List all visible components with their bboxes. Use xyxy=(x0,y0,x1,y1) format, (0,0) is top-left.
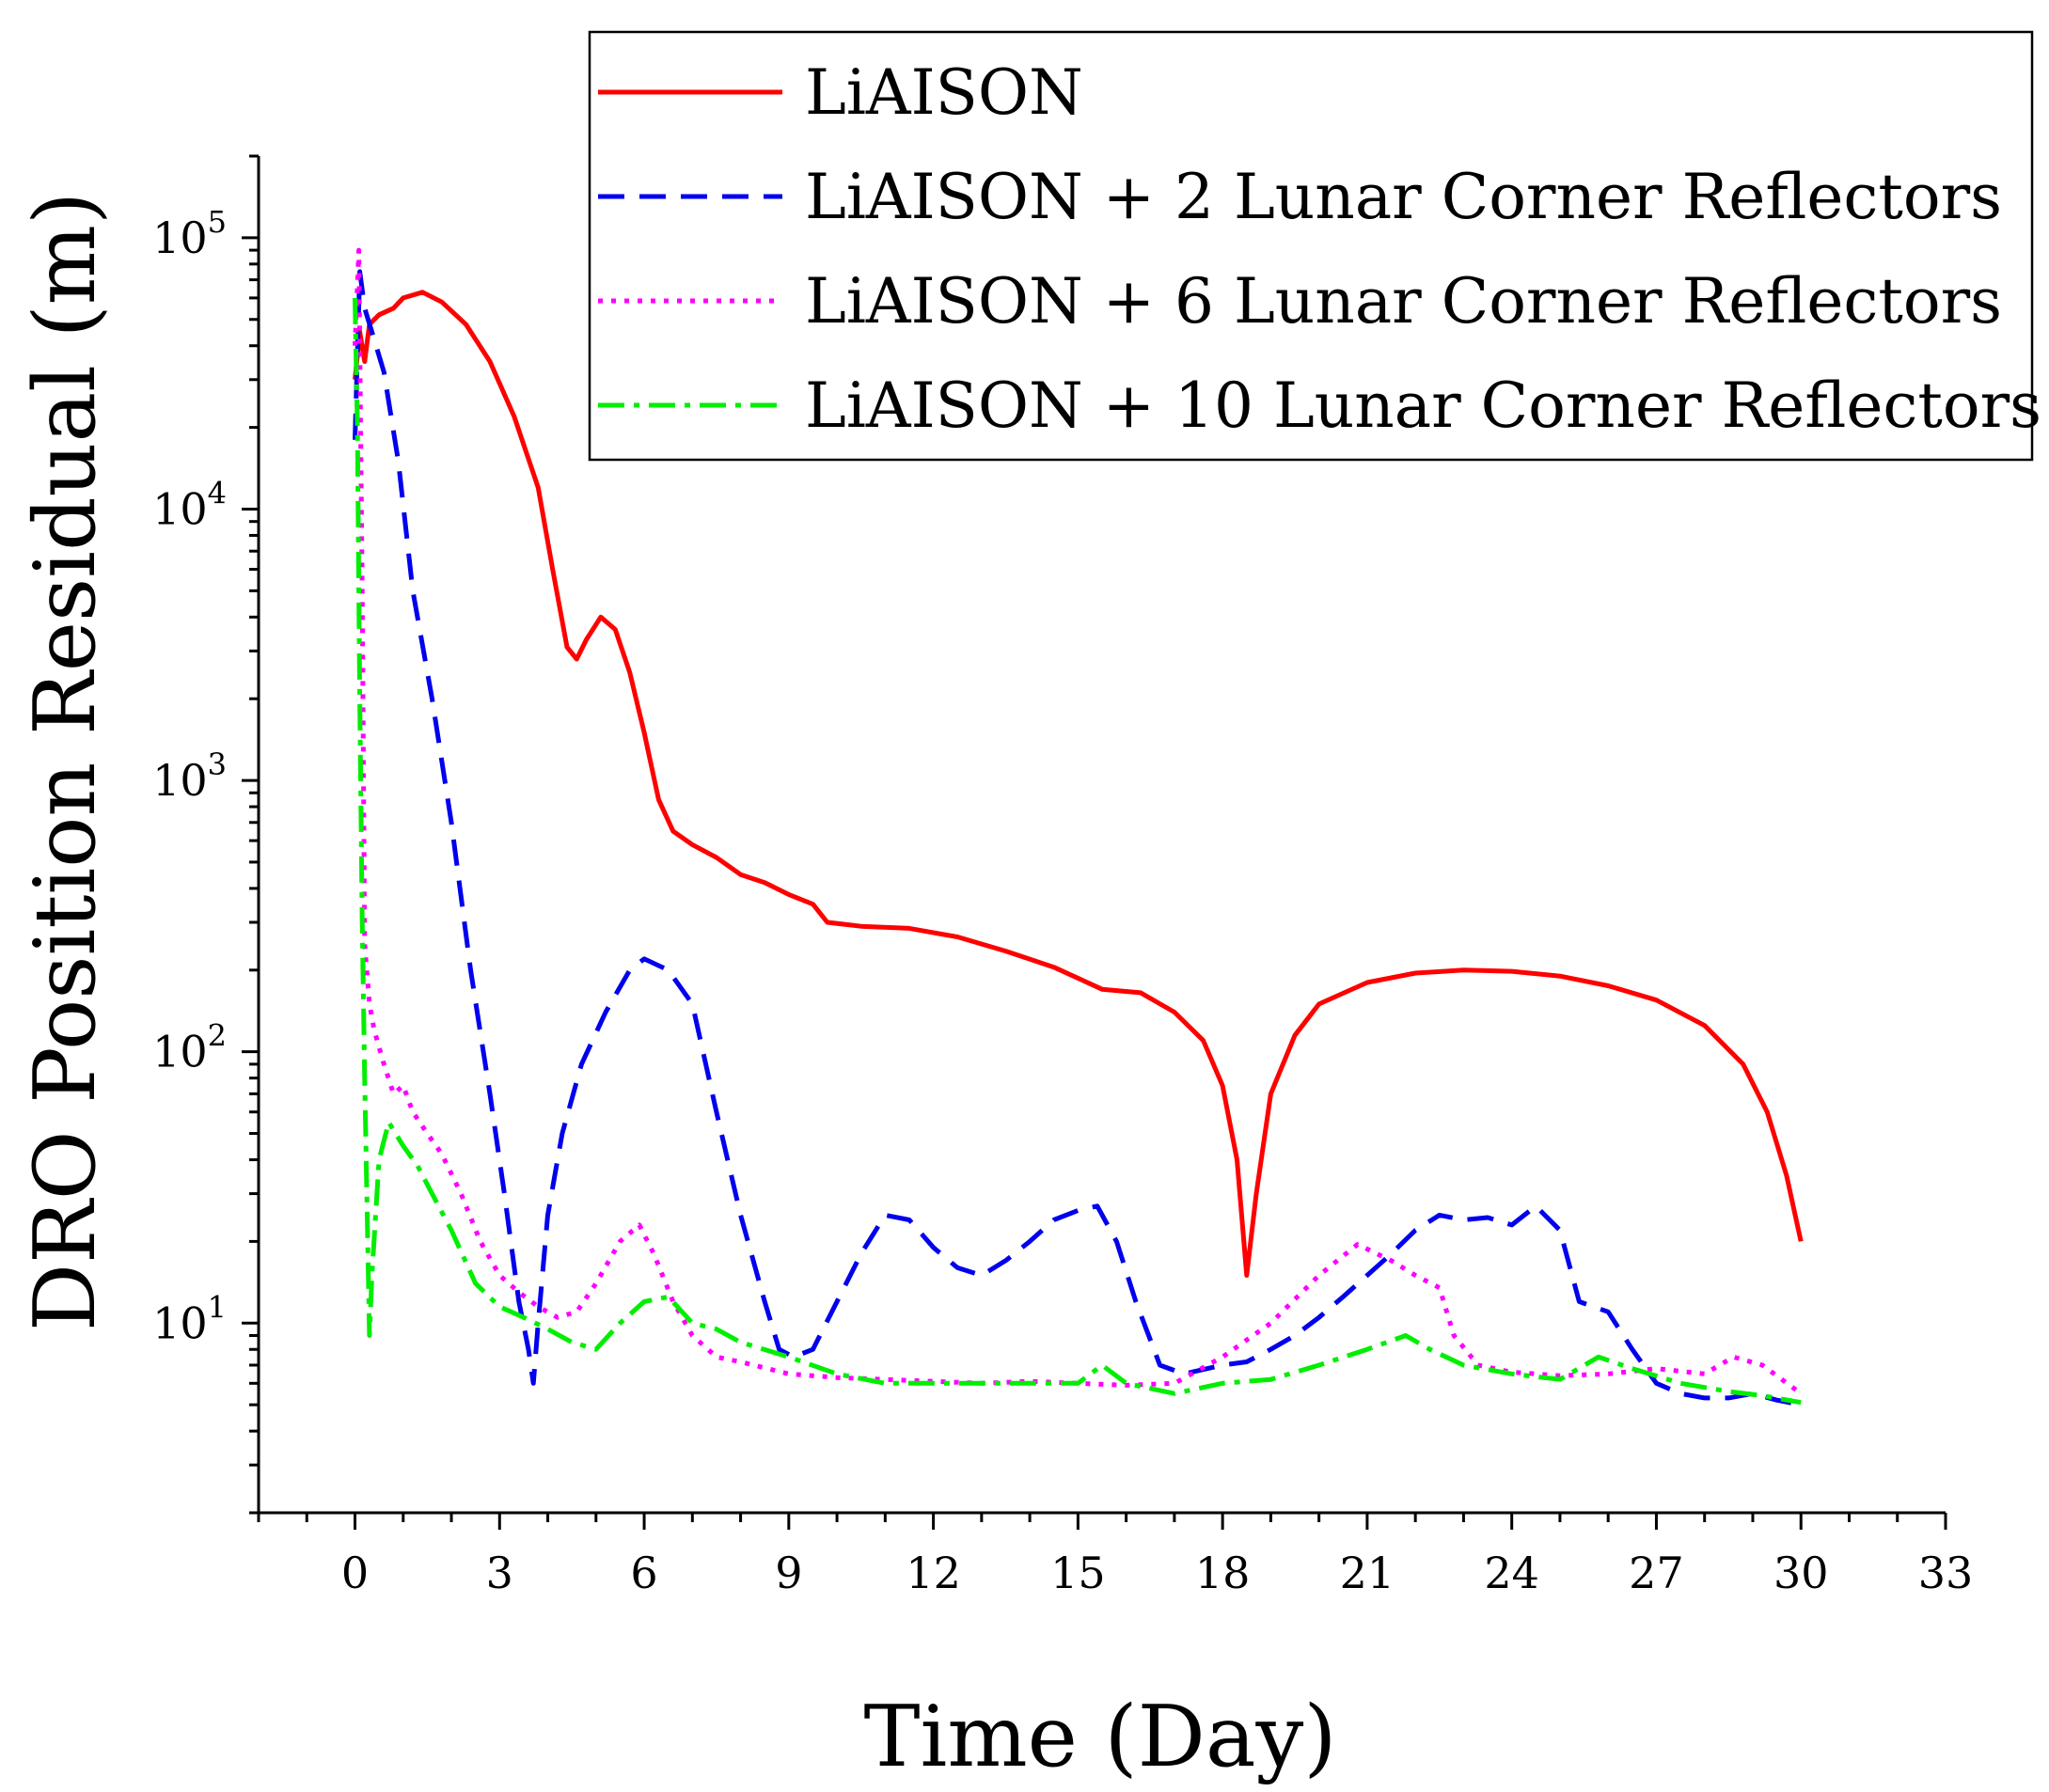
series-line-6-reflectors xyxy=(353,247,1803,1396)
legend-label-6-reflectors: LiAISON + 6 Lunar Corner Reflectors xyxy=(805,265,2002,338)
x-tick-label: 18 xyxy=(1195,1548,1251,1598)
y-tick-label: 103 xyxy=(152,747,227,806)
y-tick-label: 105 xyxy=(152,204,227,263)
axes-layer: 0 3 6 9 12 15 18 21 24 27 30 33 101 102 103 104 105 xyxy=(152,154,1974,1598)
x-tick-label: 21 xyxy=(1340,1548,1395,1598)
legend-label-10-reflectors: LiAISON + 10 Lunar Corner Reflectors xyxy=(805,369,2041,442)
series-line-liaison xyxy=(353,290,1804,1278)
y-tick-label: 104 xyxy=(152,475,227,534)
x-tick-label: 0 xyxy=(341,1548,369,1598)
legend-label-2-reflectors: LiAISON + 2 Lunar Corner Reflectors xyxy=(805,161,2002,233)
series-layer xyxy=(353,247,1804,1407)
x-tick-label: 9 xyxy=(775,1548,802,1598)
x-tick-label: 30 xyxy=(1773,1548,1829,1598)
x-tick-label: 12 xyxy=(906,1548,961,1598)
legend-label-liaison: LiAISON xyxy=(805,56,1083,129)
series-line-2-reflectors xyxy=(353,269,1802,1407)
x-tick-label: 3 xyxy=(486,1548,513,1598)
x-tick-label: 27 xyxy=(1629,1548,1684,1598)
x-tick-label: 15 xyxy=(1050,1548,1106,1598)
y-tick-label: 101 xyxy=(152,1289,227,1348)
y-tick-label: 102 xyxy=(152,1018,227,1077)
x-tick-label: 6 xyxy=(630,1548,657,1598)
series-line-10-reflectors xyxy=(353,297,1802,1406)
legend: LiAISON LiAISON + 2 Lunar Corner Reflect… xyxy=(588,30,2041,462)
x-tick-label: 33 xyxy=(1918,1548,1974,1598)
x-tick-label: 24 xyxy=(1484,1548,1539,1598)
y-axis-title: DRO Position Residual (m) xyxy=(16,192,115,1331)
x-axis-title: Time (Day) xyxy=(864,1688,1337,1786)
legend-box xyxy=(588,30,2034,462)
